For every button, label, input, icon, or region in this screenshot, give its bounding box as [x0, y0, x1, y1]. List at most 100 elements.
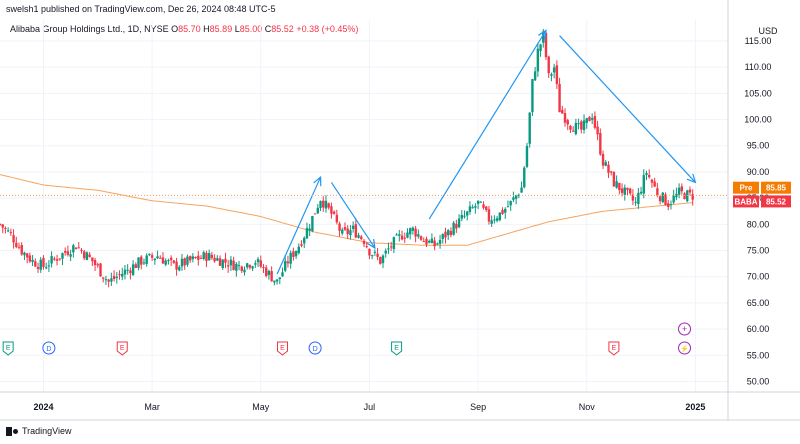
candle-body: [542, 31, 545, 43]
candle-body: [273, 280, 276, 283]
candle-body: [555, 65, 559, 85]
candle-body: [123, 269, 127, 275]
dividend-marker-icon[interactable]: [42, 341, 56, 355]
earnings-marker-icon[interactable]: [391, 341, 403, 356]
candle-body: [180, 258, 184, 267]
trend-arrow-head: [538, 29, 547, 40]
candle-body: [590, 118, 594, 120]
candle-body: [395, 234, 398, 236]
candle-body: [20, 244, 23, 255]
candle-body: [463, 215, 466, 217]
candle-body: [482, 204, 485, 208]
split-event-icon[interactable]: [678, 341, 692, 355]
candle-body: [455, 223, 458, 229]
candle-body: [392, 237, 396, 250]
candle-body: [335, 214, 339, 223]
candle-body: [61, 253, 64, 259]
candle-body: [468, 206, 472, 213]
candle-body: [305, 228, 309, 239]
candle-body: [322, 200, 325, 208]
plus-event-icon[interactable]: [678, 322, 692, 336]
candle-body: [115, 276, 119, 278]
y-tick-label: 50.00: [747, 377, 770, 387]
candle-body: [669, 204, 673, 206]
candle-body: [129, 270, 132, 274]
candle-body: [645, 173, 648, 175]
symbol-label: BABA: [734, 197, 757, 206]
candle-body: [88, 254, 91, 257]
candle-body: [379, 256, 382, 264]
candle-body: [175, 261, 178, 270]
candle-body: [422, 241, 425, 243]
candle-body: [566, 120, 569, 125]
candle-body: [634, 201, 637, 203]
candle-body: [536, 48, 540, 72]
earnings-marker-icon[interactable]: [608, 341, 620, 356]
candle-body: [91, 257, 94, 262]
y-tick-label: 65.00: [747, 298, 770, 308]
candle-body: [270, 271, 273, 282]
candle-body: [53, 258, 56, 260]
earnings-marker-icon[interactable]: [277, 341, 289, 356]
candle-body: [580, 121, 583, 130]
candle-body: [349, 230, 352, 236]
candle-body: [419, 236, 423, 240]
candle-body: [664, 194, 667, 206]
candle-body: [275, 279, 279, 282]
candle-body: [495, 218, 499, 221]
candle-body: [414, 228, 417, 237]
candle-body: [631, 194, 635, 201]
candle-body: [251, 266, 254, 269]
earnings-marker-icon[interactable]: [2, 341, 14, 356]
candle-body: [9, 232, 13, 234]
candle-body: [384, 250, 387, 254]
y-tick-label: 60.00: [747, 324, 770, 334]
candle-body: [278, 277, 281, 280]
candle-body: [245, 263, 249, 268]
candle-body: [159, 257, 162, 259]
close-value: 85.52: [271, 24, 294, 34]
candle-body: [387, 248, 390, 250]
candle-body: [148, 253, 151, 256]
candle-body: [411, 227, 415, 231]
dividend-marker-icon[interactable]: [308, 341, 322, 355]
footer-branding: TradingView: [6, 426, 72, 436]
candle-body: [58, 258, 61, 260]
candle-body: [615, 181, 618, 188]
candle-body: [178, 267, 181, 271]
candle-body: [588, 116, 591, 122]
candle-body: [558, 84, 561, 113]
candle-body: [373, 251, 377, 253]
candle-body: [110, 278, 113, 282]
candle-body: [523, 167, 526, 188]
candle-body: [327, 203, 330, 208]
earnings-marker-label: E: [6, 345, 11, 352]
candle-body: [533, 71, 537, 81]
symbol-legend: Alibaba Group Holdings Ltd., 1D, NYSE O8…: [10, 24, 358, 34]
candle-body: [235, 263, 238, 271]
trend-arrow-line: [559, 35, 696, 183]
candle-body: [552, 67, 556, 73]
candle-body: [256, 259, 260, 263]
candle-body: [341, 229, 344, 234]
candle-body: [528, 112, 531, 144]
y-tick-label: 90.00: [747, 167, 770, 177]
candle-body: [131, 264, 135, 275]
candle-body: [433, 240, 436, 247]
candle-body: [240, 266, 243, 271]
candle-body: [0, 224, 2, 226]
trend-arrow-head: [366, 238, 376, 250]
y-tick-label: 55.00: [747, 350, 770, 360]
candle-body: [31, 259, 34, 262]
candle-body: [441, 234, 444, 239]
currency-label: USD: [758, 26, 778, 36]
candle-body: [381, 255, 385, 264]
candle-body: [4, 228, 7, 230]
moving-average-line: [0, 174, 693, 246]
candle-body: [199, 257, 203, 259]
candle-body: [262, 267, 265, 269]
earnings-marker-icon[interactable]: [116, 341, 128, 356]
candle-body: [661, 192, 665, 203]
candle-body: [205, 252, 208, 261]
